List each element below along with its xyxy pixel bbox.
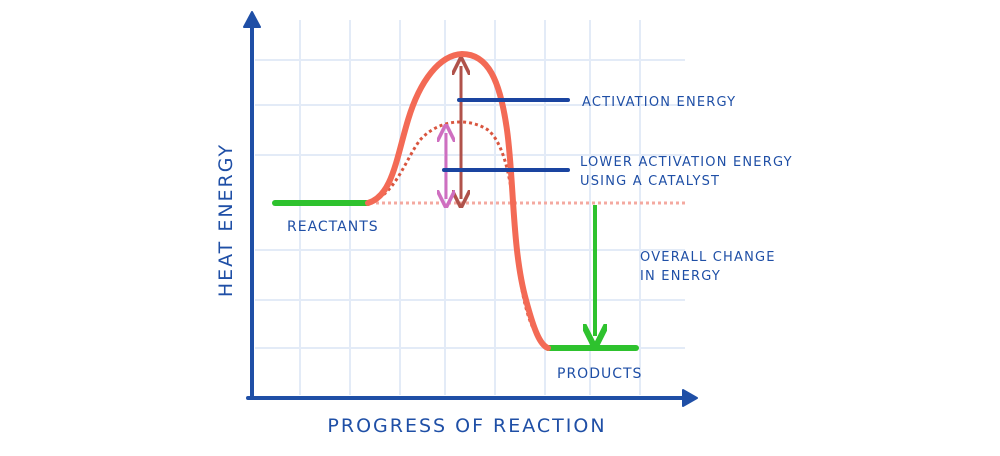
activation-energy-label: ACTIVATION ENERGY <box>582 95 736 110</box>
reactants-label: REACTANTS <box>287 219 379 235</box>
reaction-curve <box>365 51 551 351</box>
y-axis-label: HEAT ENERGY <box>215 143 237 297</box>
overall-change-label-line1: OVERALL CHANGE <box>640 250 776 265</box>
y-axis-arrowhead <box>243 11 261 28</box>
x-axis-label: PROGRESS OF REACTION <box>327 415 606 437</box>
products-label: PRODUCTS <box>557 366 642 382</box>
overall-change-label-line2: IN ENERGY <box>640 269 721 284</box>
grid <box>255 20 685 395</box>
catalyst-label-line1: LOWER ACTIVATION ENERGY <box>580 155 793 170</box>
catalyst-label-line2: USING A CATALYST <box>580 174 720 189</box>
x-axis-arrowhead <box>682 389 698 407</box>
